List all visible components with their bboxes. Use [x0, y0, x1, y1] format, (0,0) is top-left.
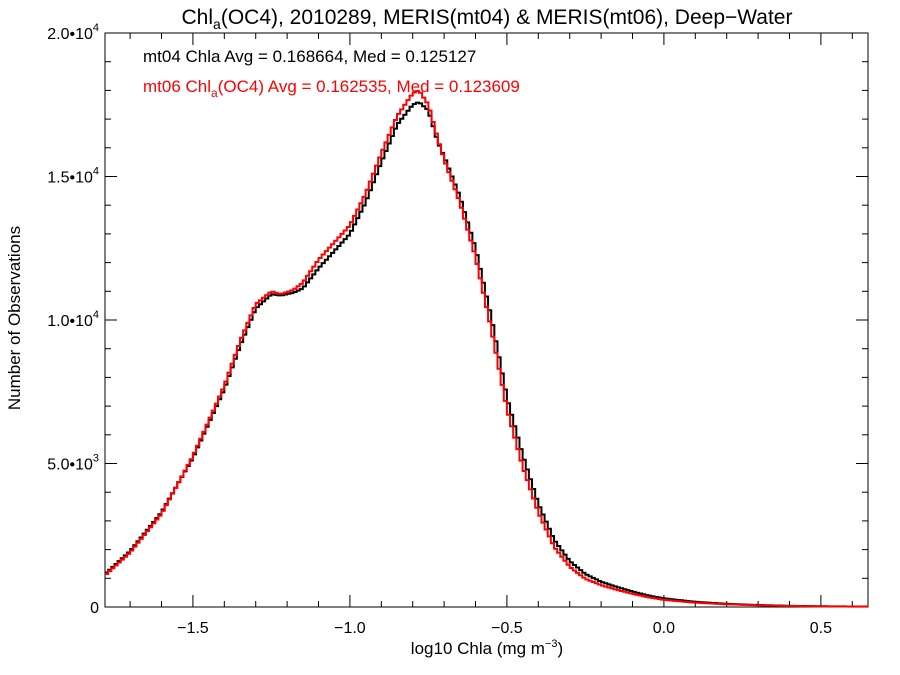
x-tick-label: 0.0 [653, 620, 675, 637]
y-tick-label: 1.5•104 [47, 166, 99, 187]
series-line-mt06 [105, 90, 868, 608]
series-line-mt04 [105, 101, 868, 608]
x-tick-label: −0.5 [491, 620, 523, 637]
x-tick-label: −1.5 [177, 620, 209, 637]
y-tick-label: 5.0•103 [47, 453, 99, 474]
series-layer [105, 90, 868, 608]
y-tick-label: 1.0•104 [47, 309, 99, 330]
y-tick-label: 2.0•104 [47, 22, 99, 43]
y-tick-label: 0 [90, 600, 99, 617]
annotation-mt06: mt06 Chla(OC4) Avg = 0.162535, Med = 0.1… [143, 77, 520, 100]
annotation-mt04: mt04 Chla Avg = 0.168664, Med = 0.125127 [143, 47, 476, 66]
chart-title: Chla(OC4), 2010289, MERIS(mt04) & MERIS(… [182, 6, 793, 32]
x-tick-label: −1.0 [334, 620, 366, 637]
x-axis-label: log10 Chla (mg m−3) [411, 638, 563, 658]
y-axis: 0 5.0•103 1.0•104 1.5•104 2.0•104 [47, 22, 868, 617]
x-axis: −1.5 −1.0 −0.5 0.0 0.5 [129, 33, 853, 637]
plot-frame [104, 32, 869, 608]
stats-annotations: mt04 Chla Avg = 0.168664, Med = 0.125127… [143, 47, 520, 100]
y-axis-label: Number of Observations [5, 226, 24, 410]
x-tick-label: 0.5 [810, 620, 832, 637]
